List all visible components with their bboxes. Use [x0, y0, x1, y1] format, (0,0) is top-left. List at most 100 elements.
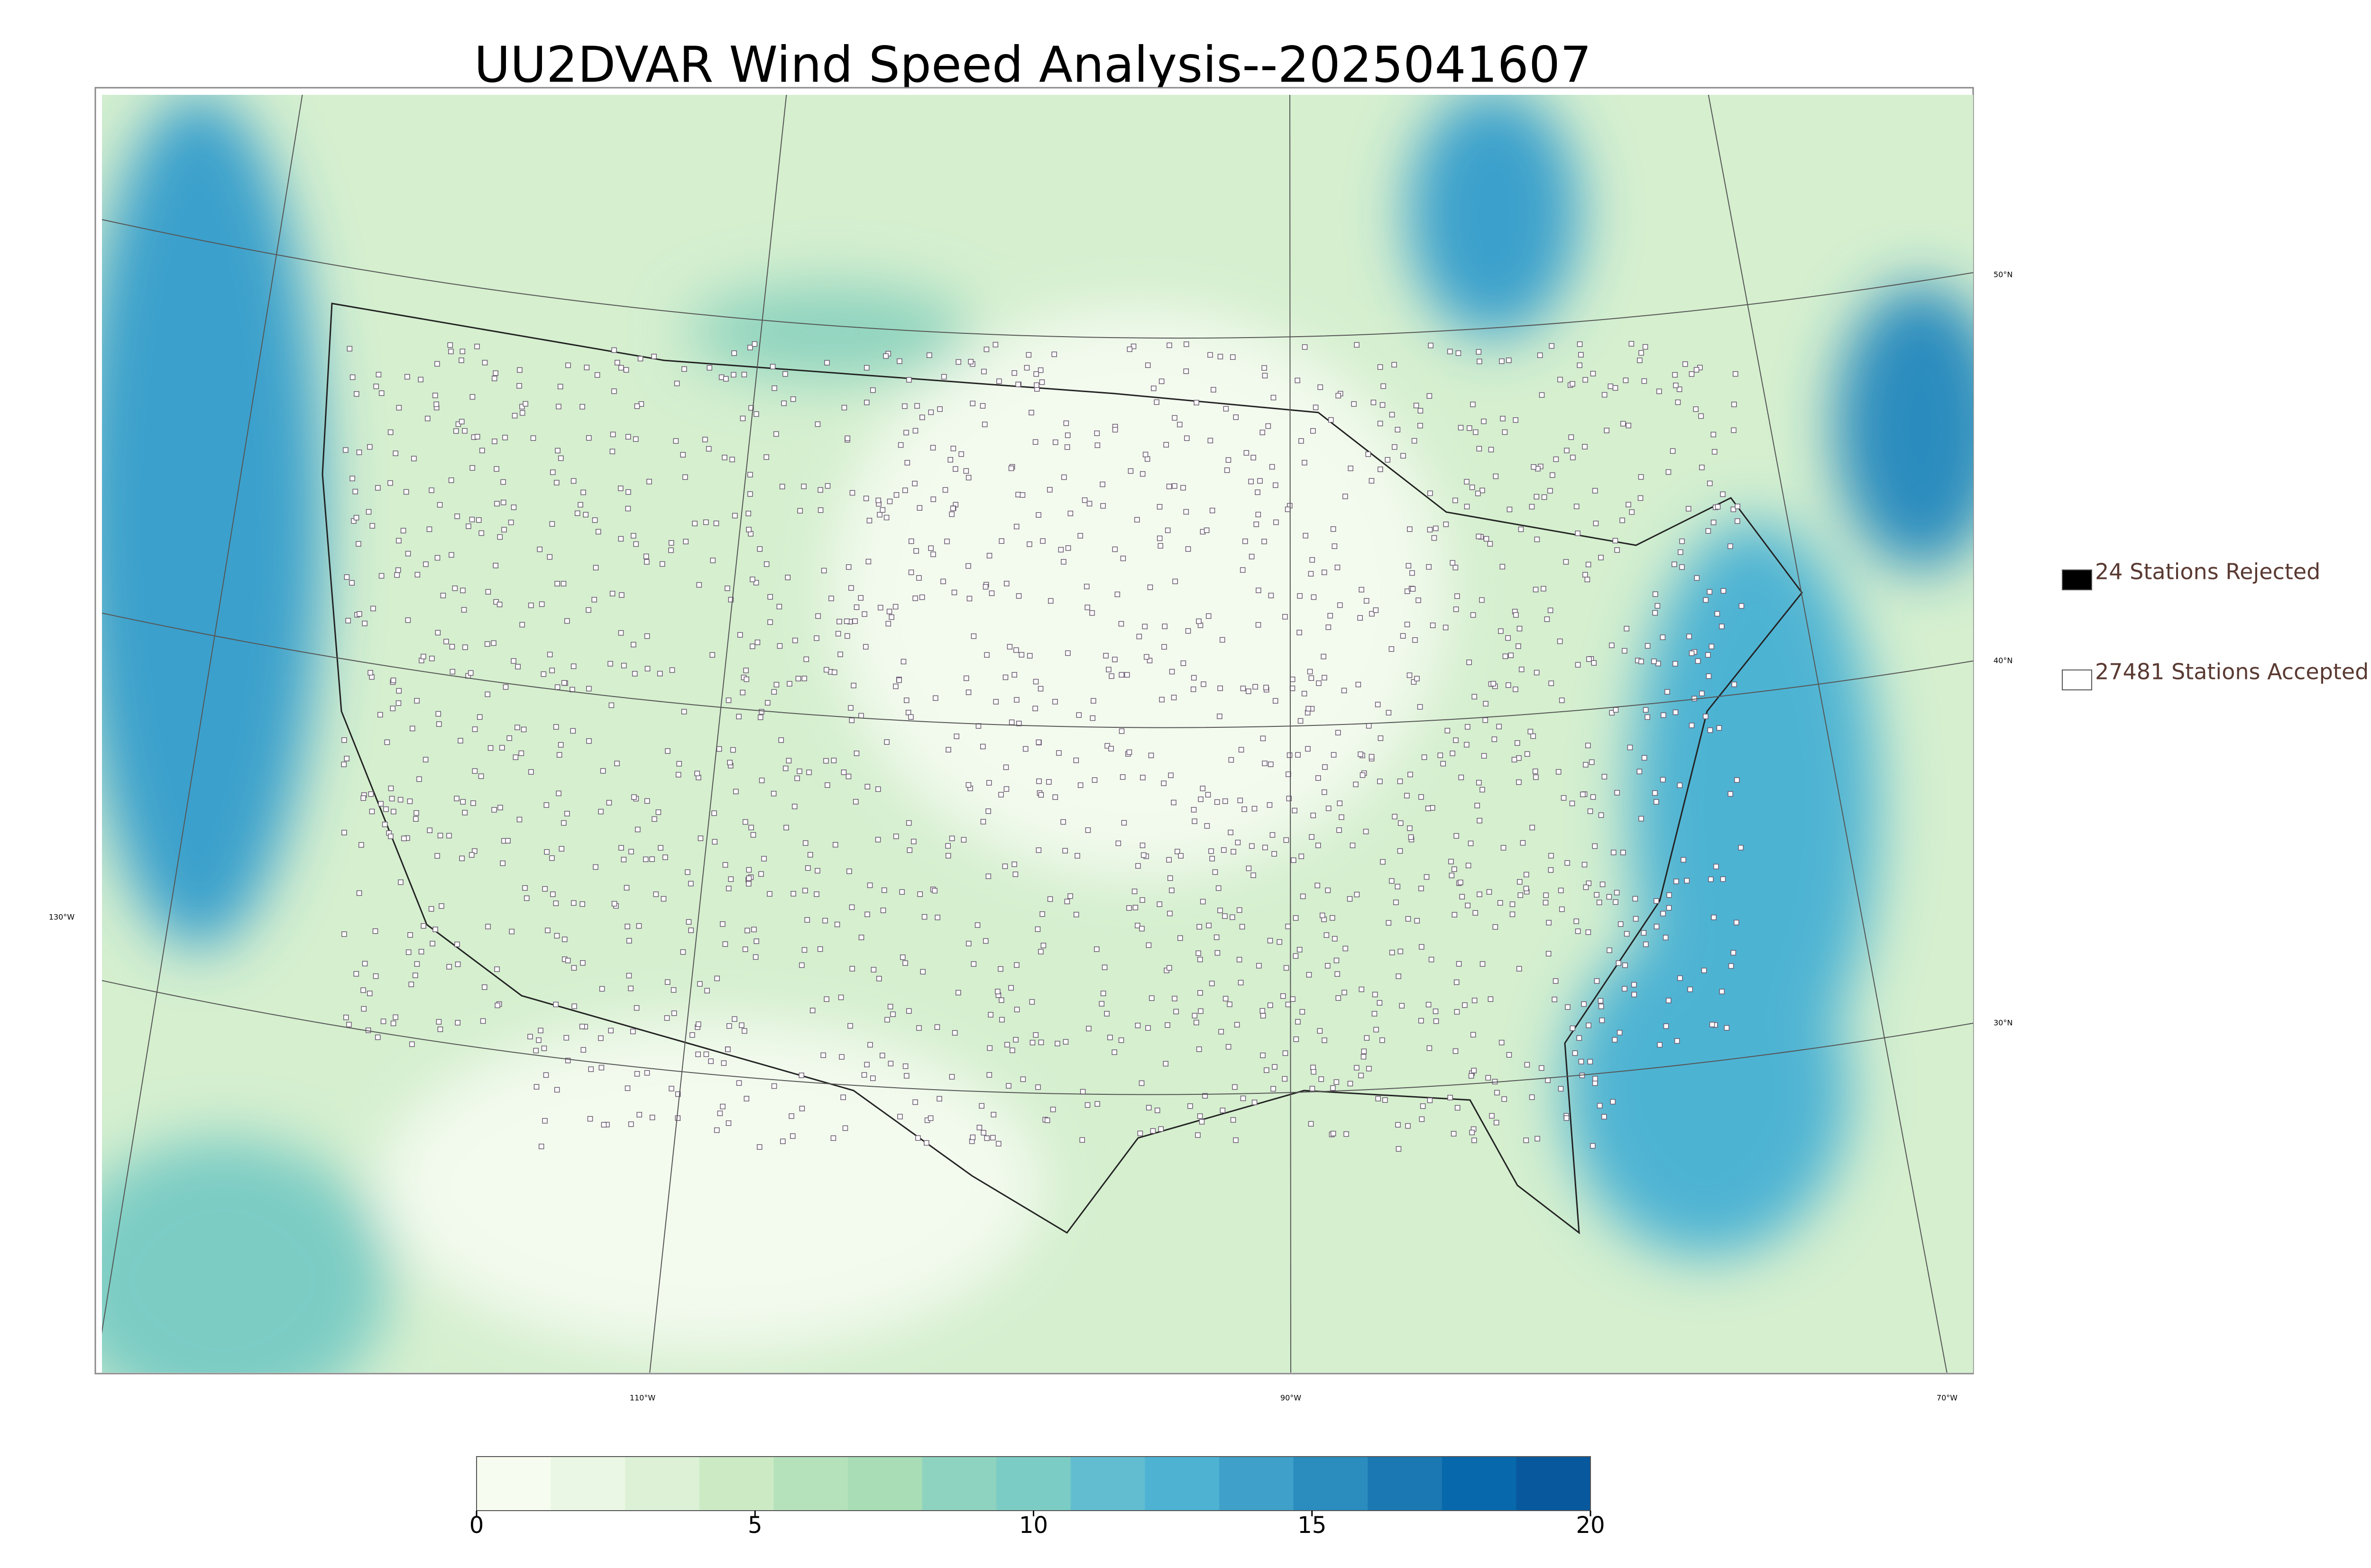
- station-marker: [1666, 998, 1672, 1003]
- station-marker: [1172, 415, 1177, 421]
- station-marker: [1184, 341, 1189, 347]
- station-marker: [608, 1027, 614, 1034]
- station-marker: [1282, 1076, 1288, 1082]
- station-marker: [1175, 849, 1180, 854]
- station-marker: [484, 641, 490, 647]
- station-marker: [809, 1008, 816, 1013]
- station-marker: [853, 799, 859, 805]
- station-marker: [1414, 676, 1420, 682]
- station-marker: [1375, 1096, 1381, 1101]
- station-marker: [1407, 771, 1413, 778]
- station-marker: [394, 572, 400, 578]
- station-marker: [767, 619, 773, 625]
- station-marker: [1336, 827, 1342, 833]
- station-marker: [1302, 459, 1307, 466]
- station-marker: [1325, 624, 1332, 630]
- station-marker: [1282, 614, 1288, 620]
- station-marker: [1652, 610, 1658, 616]
- station-marker: [1391, 362, 1397, 367]
- station-marker: [500, 479, 506, 485]
- station-marker: [750, 577, 755, 582]
- station-marker: [1261, 539, 1267, 544]
- station-marker: [453, 428, 459, 434]
- station-marker: [1400, 453, 1406, 459]
- station-marker: [1471, 694, 1477, 700]
- station-marker: [1267, 1002, 1273, 1008]
- station-marker: [541, 671, 547, 677]
- station-marker: [1622, 648, 1627, 654]
- station-marker: [1444, 728, 1451, 734]
- station-marker: [1307, 669, 1313, 675]
- station-marker: [682, 474, 688, 480]
- station-marker: [458, 738, 463, 743]
- station-marker: [1544, 616, 1550, 622]
- station-marker: [1171, 799, 1176, 806]
- station-marker: [1124, 672, 1130, 678]
- colorbar-segment: [1145, 1457, 1220, 1511]
- station-marker: [1331, 752, 1337, 758]
- station-marker: [1047, 487, 1053, 493]
- longitude-label: 90°W: [1280, 1394, 1301, 1403]
- station-marker: [815, 421, 821, 427]
- station-marker: [450, 669, 456, 675]
- station-marker: [736, 1080, 742, 1086]
- station-marker: [917, 505, 923, 511]
- station-marker: [1073, 912, 1079, 917]
- station-marker: [1529, 825, 1535, 831]
- station-marker: [726, 886, 732, 891]
- station-marker: [1167, 875, 1173, 881]
- station-marker: [341, 830, 347, 835]
- station-marker: [1230, 914, 1235, 920]
- station-marker: [378, 801, 384, 807]
- station-marker: [821, 568, 827, 574]
- station-marker: [993, 342, 999, 348]
- station-marker: [1107, 1035, 1113, 1040]
- station-marker: [882, 887, 887, 893]
- station-marker: [1058, 547, 1064, 553]
- station-marker: [1548, 680, 1554, 686]
- station-marker: [1154, 399, 1159, 405]
- station-marker: [1262, 761, 1268, 766]
- station-marker: [1347, 1081, 1353, 1087]
- station-marker: [942, 487, 948, 493]
- station-marker: [396, 688, 402, 694]
- station-marker: [733, 789, 739, 795]
- station-marker: [1449, 872, 1455, 879]
- station-marker: [439, 903, 444, 909]
- station-marker: [898, 442, 904, 448]
- station-marker: [1616, 960, 1622, 966]
- station-marker: [1014, 697, 1020, 703]
- station-marker: [644, 666, 651, 671]
- station-marker: [1499, 564, 1506, 569]
- station-marker: [1285, 506, 1291, 513]
- station-marker: [343, 447, 349, 453]
- station-marker: [1701, 967, 1707, 973]
- station-marker: [1573, 504, 1580, 509]
- station-marker: [1377, 364, 1383, 370]
- station-marker: [1592, 1080, 1598, 1086]
- station-marker: [583, 512, 589, 518]
- station-marker: [440, 593, 446, 598]
- station-marker: [1027, 541, 1032, 547]
- station-marker: [580, 960, 586, 966]
- station-marker: [1705, 652, 1711, 658]
- station-marker: [1508, 652, 1514, 658]
- station-marker: [1354, 1065, 1360, 1071]
- station-marker: [1399, 1003, 1405, 1009]
- station-marker: [928, 409, 934, 415]
- station-marker: [1638, 659, 1644, 664]
- station-marker: [1559, 697, 1565, 703]
- station-marker: [1672, 561, 1677, 567]
- station-marker: [1660, 911, 1666, 917]
- station-marker: [1653, 591, 1658, 597]
- station-marker: [1730, 950, 1737, 956]
- station-marker: [469, 516, 475, 523]
- station-marker: [1142, 451, 1149, 458]
- station-marker: [876, 976, 882, 981]
- station-marker: [1443, 522, 1449, 527]
- station-marker: [862, 611, 867, 617]
- station-marker: [854, 751, 860, 756]
- station-marker: [1604, 428, 1609, 433]
- station-marker: [1253, 522, 1259, 527]
- station-marker: [1694, 575, 1700, 581]
